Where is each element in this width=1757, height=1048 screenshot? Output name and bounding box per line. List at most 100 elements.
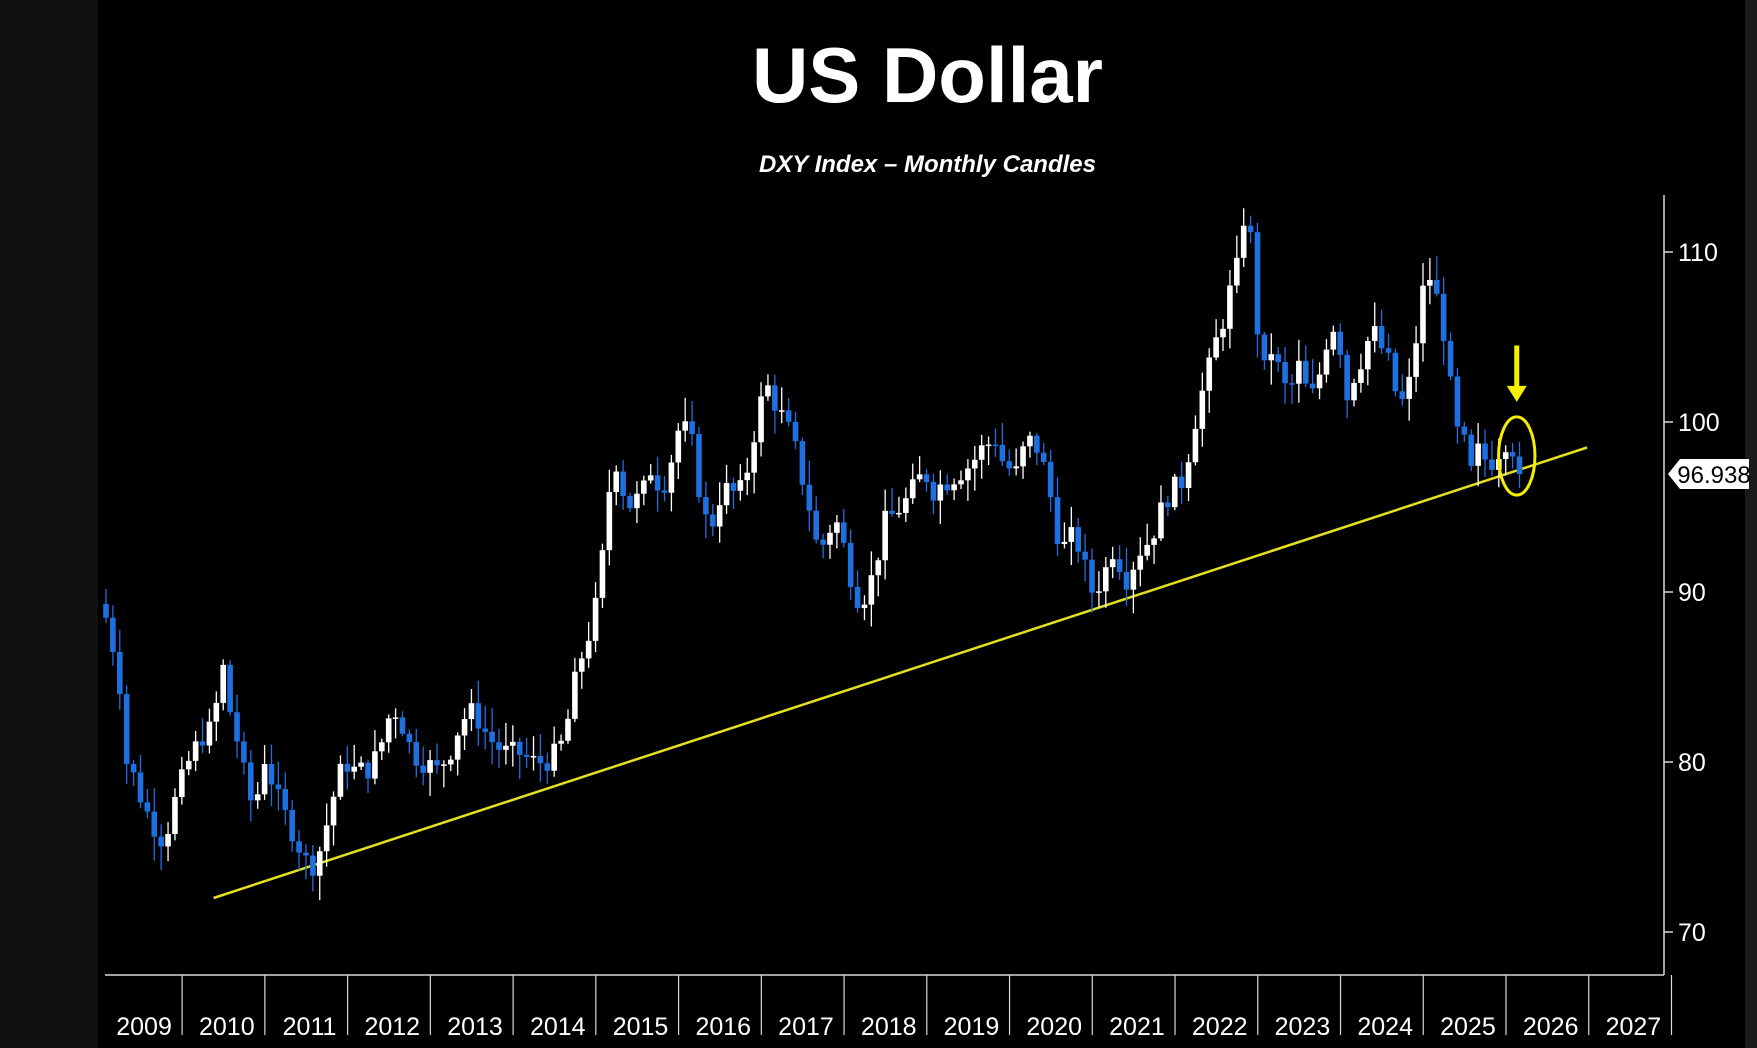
candle-body	[1275, 354, 1281, 362]
candle-body	[330, 796, 337, 826]
candle-body	[1192, 428, 1199, 463]
candle-body	[1123, 571, 1130, 590]
candle-body	[1158, 502, 1164, 539]
candle-body	[758, 396, 764, 443]
candle-body	[730, 483, 737, 491]
candle-body	[516, 741, 523, 755]
candle-body	[1502, 452, 1509, 460]
candle-body	[261, 764, 268, 795]
candle-body	[1309, 383, 1316, 389]
candle-body	[537, 756, 544, 764]
candle-body	[213, 702, 220, 722]
candle-body	[185, 760, 192, 770]
ellipse-highlight	[1497, 415, 1537, 497]
x-tick-label: 2020	[1026, 1013, 1082, 1041]
candle-body	[751, 442, 757, 473]
down-arrow-head-icon	[1506, 385, 1527, 402]
candle-body	[365, 762, 371, 779]
candle-body	[530, 756, 537, 758]
candle-body	[1137, 555, 1144, 570]
candle-body	[703, 497, 709, 515]
candle-body	[523, 754, 530, 757]
candle-body	[385, 718, 392, 743]
candle-body	[661, 490, 668, 493]
candle-body	[641, 480, 647, 494]
candle-body	[1040, 452, 1047, 462]
candle-body	[1440, 293, 1447, 341]
candle-body	[765, 385, 771, 397]
candle-body	[847, 542, 854, 587]
y-tick-label: 80	[1678, 749, 1706, 777]
x-tick-label: 2026	[1523, 1013, 1579, 1041]
candle-body	[337, 763, 344, 797]
candle-body	[103, 603, 109, 618]
last-value-label: 96.938	[1677, 462, 1750, 489]
candle-body	[1406, 376, 1412, 399]
x-tick-label: 2013	[447, 1013, 503, 1041]
candle-body	[1516, 456, 1523, 475]
candle-body	[199, 741, 206, 746]
candle-body	[1344, 354, 1350, 401]
candle-body	[1013, 466, 1019, 469]
candle-body	[1075, 527, 1082, 552]
candle-body	[1316, 374, 1323, 389]
candle-body	[978, 445, 985, 460]
candle-body	[158, 836, 164, 847]
candle-body	[454, 735, 461, 760]
candle-body	[985, 444, 992, 447]
candle-body	[578, 658, 585, 672]
candle-body	[971, 459, 978, 469]
x-tick-label: 2015	[613, 1013, 669, 1041]
candle-body	[427, 760, 433, 773]
candle-body	[392, 717, 399, 719]
candle-body	[1047, 461, 1054, 498]
candle-body	[620, 471, 626, 496]
candle-body	[647, 475, 654, 481]
candle-body	[399, 717, 406, 734]
candle-body	[565, 718, 571, 741]
y-tick-label: 110	[1678, 239, 1718, 267]
candle-body	[599, 550, 606, 598]
candle-body	[434, 760, 440, 766]
candle-body	[889, 510, 895, 514]
candle-body	[220, 664, 227, 703]
candle-body	[868, 575, 875, 605]
candle-body	[965, 468, 971, 481]
candle-body	[882, 510, 888, 561]
candle-body	[930, 481, 937, 501]
candle-body	[406, 733, 413, 743]
candle-body	[1220, 328, 1226, 338]
candle-body	[482, 728, 489, 732]
candle-body	[923, 474, 930, 482]
candle-body	[310, 855, 316, 876]
candle-body	[420, 765, 426, 773]
candle-body	[799, 441, 806, 485]
x-tick-label: 2009	[116, 1013, 172, 1041]
candle-body	[875, 560, 882, 576]
candle-body	[806, 484, 813, 511]
candle-body	[1130, 569, 1137, 590]
x-tick-label: 2011	[283, 1013, 337, 1041]
candle-body	[1447, 340, 1454, 377]
candle-body	[137, 772, 144, 803]
candle-body	[227, 664, 233, 713]
candle-body	[413, 742, 420, 766]
candle-body	[344, 763, 351, 772]
candle-body	[379, 742, 385, 752]
candle-body	[1227, 285, 1233, 329]
candle-body	[1358, 369, 1364, 383]
candle-body	[358, 762, 364, 767]
candle-body	[744, 472, 751, 481]
candle-body	[372, 751, 378, 779]
candle-body	[254, 794, 261, 801]
candle-body	[289, 809, 295, 842]
candle-body	[627, 495, 633, 509]
candle-body	[937, 484, 944, 501]
candle-body	[275, 784, 282, 790]
candle-body	[1337, 331, 1344, 355]
candle-body	[1082, 551, 1088, 560]
x-tick-label: 2016	[695, 1013, 751, 1041]
candle-body	[1323, 349, 1330, 375]
candle-body	[116, 651, 123, 695]
